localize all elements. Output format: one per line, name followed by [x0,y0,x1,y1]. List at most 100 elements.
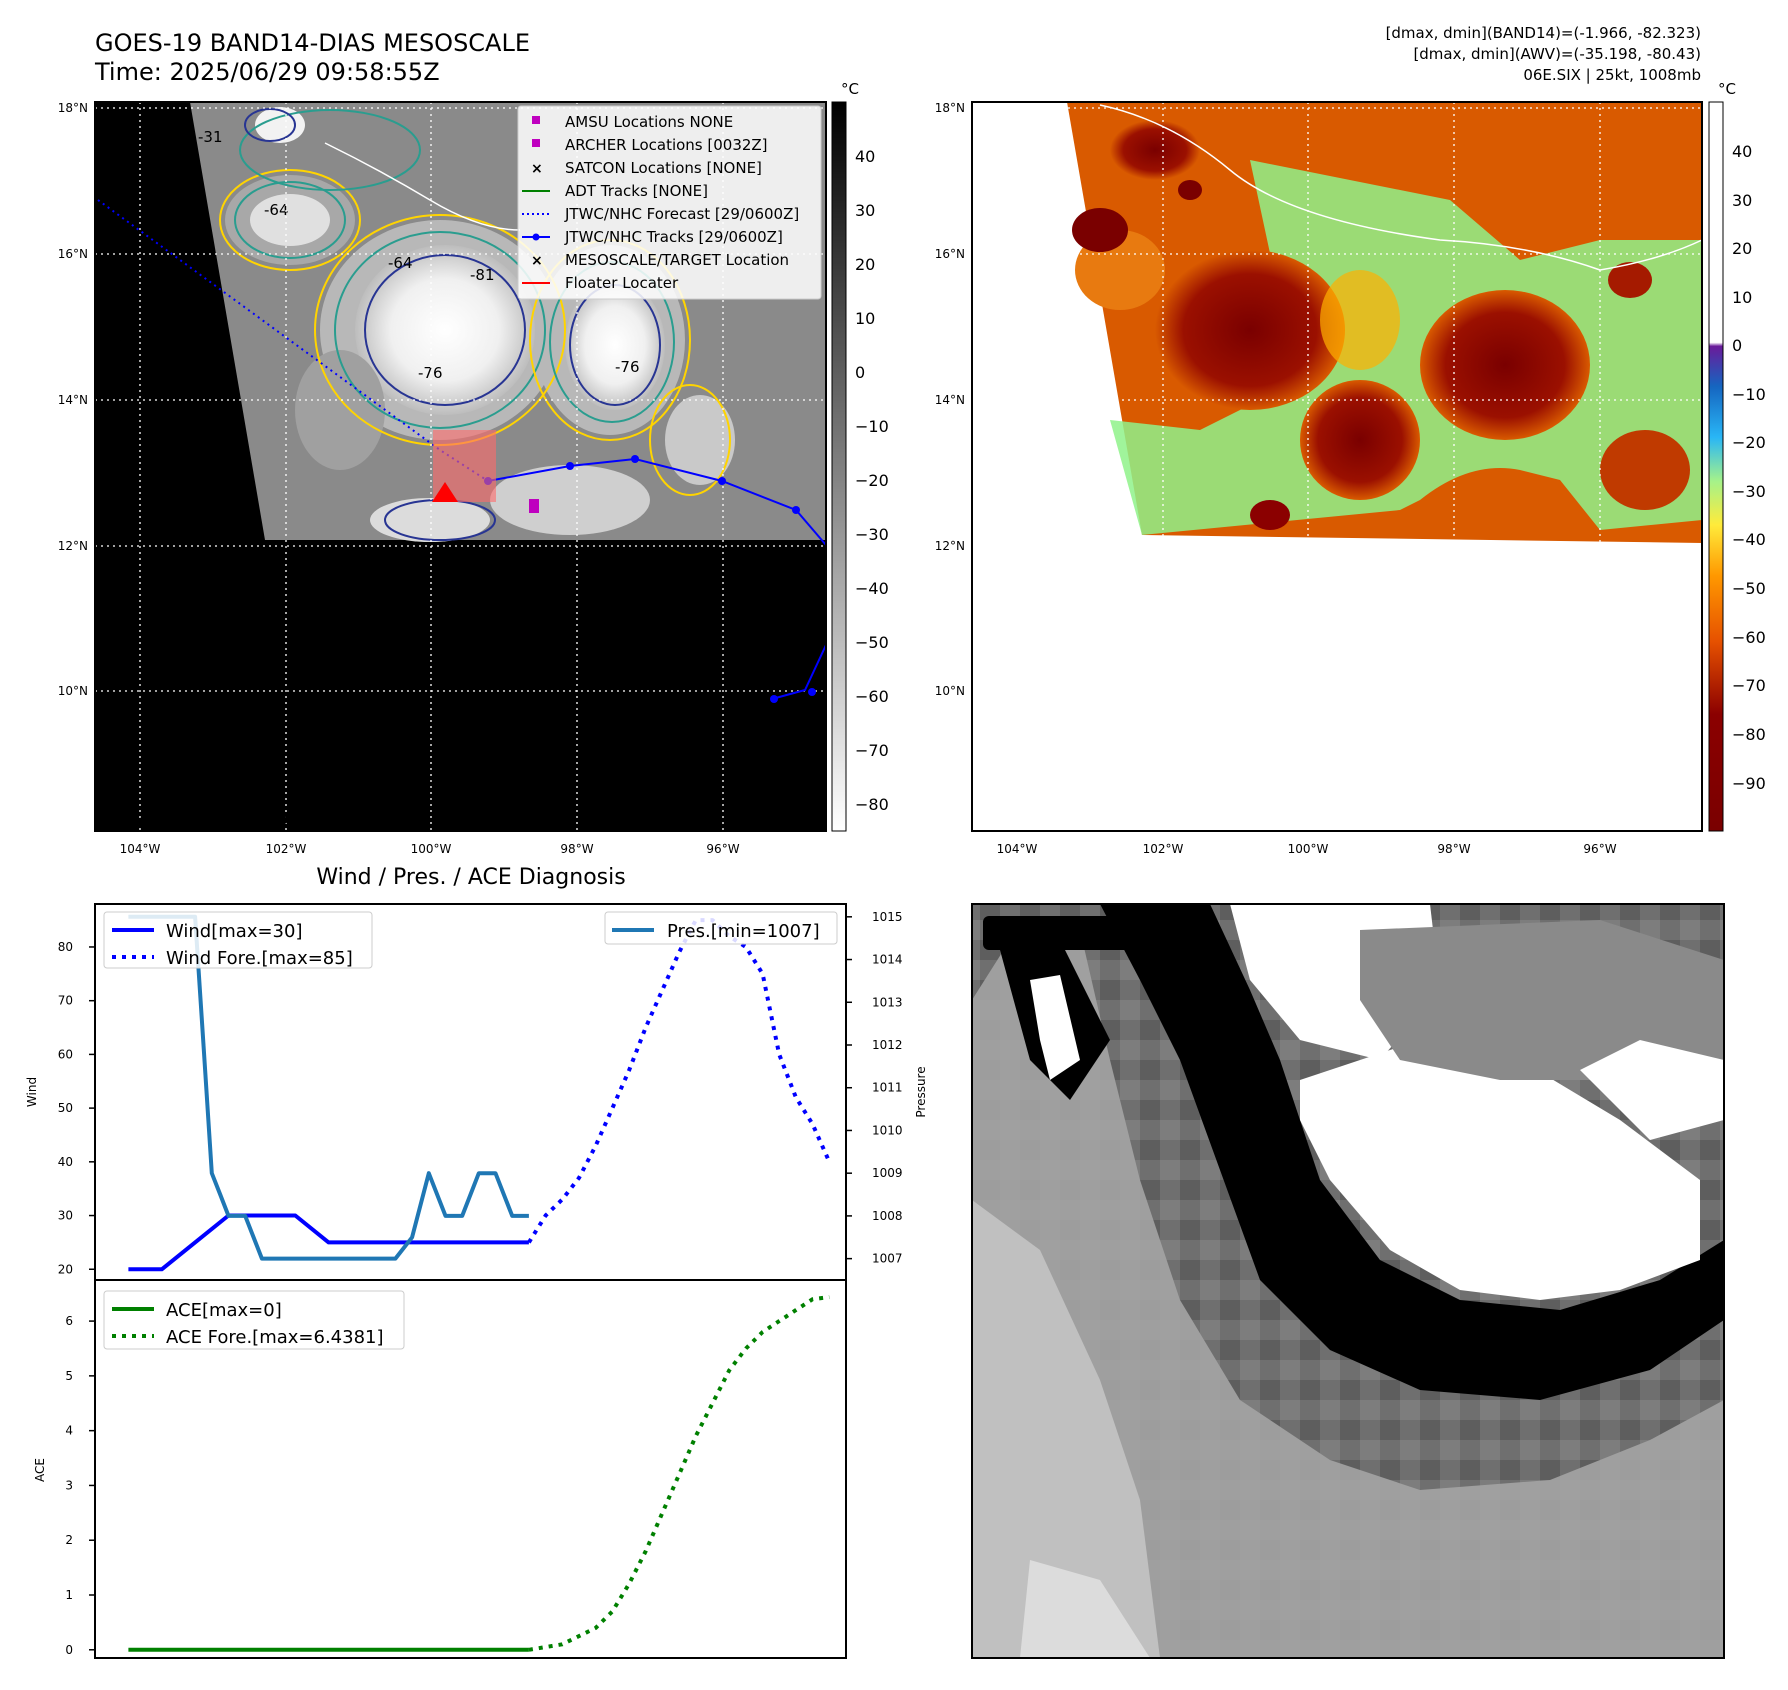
y-tick-label: 1 [65,1588,73,1602]
svg-text:14°N: 14°N [935,393,965,407]
svg-text:104°W: 104°W [120,842,161,856]
chart-title: Wind / Pres. / ACE Diagnosis [316,865,625,890]
svg-text:20: 20 [855,255,875,274]
svg-text:98°W: 98°W [1437,842,1470,856]
map-left-panel: GOES-19 BAND14-DIAS MESOSCALE Time: 2025… [58,29,889,856]
svg-text:102°W: 102°W [1143,842,1184,856]
y-tick-label: 4 [65,1424,73,1438]
svg-text:SATCON Locations [NONE]: SATCON Locations [NONE] [565,159,762,177]
wmg-black-ring [1100,904,1724,1400]
svg-text:−40: −40 [1732,530,1766,549]
map-left-lat-labels: 18°N 16°N 14°N 12°N 10°N [58,101,88,698]
svg-text:Wind[max=30]: Wind[max=30] [166,921,303,942]
svg-text:-76: -76 [418,364,443,382]
wmg-count-label: WMG Count: 0 [990,922,1151,946]
svg-text:18°N: 18°N [58,101,88,115]
svg-text:MESOSCALE/TARGET Location: MESOSCALE/TARGET Location [565,251,789,269]
svg-text:10°N: 10°N [935,684,965,698]
satcon-legend-icon: × [531,161,543,177]
svg-text:−80: −80 [1732,725,1766,744]
jtwc-track-lower [771,644,827,700]
y-tick-label: 40 [58,1155,73,1169]
y-tick-label: 30 [58,1209,73,1223]
svg-text:−90: −90 [1732,774,1766,793]
svg-text:AMSU Locations NONE: AMSU Locations NONE [565,113,733,131]
svg-text:12°N: 12°N [58,539,88,553]
series-line-1 [527,918,832,1244]
y-tick-label: 20 [58,1262,73,1276]
svg-text:96°W: 96°W [706,842,739,856]
archer-location-marker [529,499,539,513]
y-tick-label: 50 [58,1101,73,1115]
svg-text:0: 0 [855,363,865,382]
y2-tick-label: 1011 [872,1081,903,1095]
series-line-0 [128,1213,529,1272]
wmg-count-badge [983,916,1164,950]
pressure-legend: Pres.[min=1007] [604,911,838,945]
wind-axis-label: Wind [25,1077,39,1107]
copyright: Copyright © 2020-2025 Dapiya [100,809,379,828]
map-right-lon-labels: 104°W 102°W 100°W 98°W 96°W [997,842,1617,856]
main-title: GOES-19 BAND14-DIAS MESOSCALE [95,29,530,57]
map-right-grid [972,102,1702,831]
y-tick-label: 60 [58,1047,73,1061]
svg-text:[dmax, dmin](AWV)=(-35.198, -8: [dmax, dmin](AWV)=(-35.198, -80.43) [1413,45,1701,63]
series-line-1 [528,1295,830,1652]
wmg-white-core [1300,1040,1700,1300]
y2-tick-label: 1014 [872,953,903,967]
ace-chart: ACE 0 1 2 3 4 5 6 ACE[max=0] ACE Fore.[max=6.4… [33,1279,847,1659]
contour-labels: -31 -64 -81 -76 -76 -64 [198,128,640,382]
wind-chart-series: 20 30 40 50 60 70 80 1007 1008 1009 1010 1011 1012 10… [58,910,903,1276]
gray-colorbar: °C 40 30 20 10 0 −10 −20 −30 −40 −50 −60… [831,80,889,832]
svg-text:Pres.[min=1007]: Pres.[min=1007] [667,921,820,942]
amsu-legend-icon [532,116,540,124]
target-legend-icon: × [531,253,543,269]
svg-text:102°W: 102°W [266,842,307,856]
svg-text:ACE Fore.[max=6.4381]: ACE Fore.[max=6.4381] [166,1327,384,1348]
y-tick-label: 5 [65,1369,73,1383]
svg-text:12°N: 12°N [935,539,965,553]
svg-text:Floater Locater: Floater Locater [565,274,679,292]
y2-tick-label: 1009 [872,1166,903,1180]
archer-legend-icon [532,139,540,147]
svg-text:40: 40 [1732,142,1752,161]
svg-text:−20: −20 [855,471,889,490]
svg-text:−70: −70 [855,741,889,760]
coastline-left [324,142,521,231]
svg-text:−30: −30 [855,525,889,544]
time-label: Time: 2025/06/29 09:58:55Z [94,58,440,86]
svg-text:14°N: 14°N [58,393,88,407]
svg-text:[dmax, dmin](BAND14)=(-1.966,: [dmax, dmin](BAND14)=(-1.966, -82.323) [1386,24,1701,42]
y-tick-label: 6 [65,1314,73,1328]
svg-text:−30: −30 [1732,482,1766,501]
svg-text:98°W: 98°W [560,842,593,856]
svg-text:10: 10 [855,309,875,328]
y2-tick-label: 1012 [872,1038,903,1052]
svg-text:−50: −50 [855,633,889,652]
svg-text:−40: −40 [855,579,889,598]
svg-text:ADT Tracks [NONE]: ADT Tracks [NONE] [565,182,708,200]
svg-text:100°W: 100°W [411,842,452,856]
jtwc-track-line [487,457,827,546]
svg-text:−80: −80 [855,795,889,814]
svg-text:16°N: 16°N [935,247,965,261]
wmg-frame [971,903,1725,1659]
map-right-panel: [dmax, dmin](BAND14)=(-1.966, -82.323) [… [935,24,1766,856]
y-tick-label: 3 [65,1478,73,1492]
color-colorbar: °C 40 30 20 10 0 −10 −20 −30 −40 −50 −60… [1708,80,1766,832]
pressure-axis-label: Pressure [914,1066,928,1117]
stats-text: [dmax, dmin](BAND14)=(-1.966, -82.323) [… [1386,24,1701,84]
svg-text:-81: -81 [470,266,495,284]
svg-text:-64: -64 [388,254,413,272]
svg-text:30: 30 [855,201,875,220]
ace-axis-label: ACE [33,1458,47,1482]
map-left-lon-labels: 104°W 102°W 100°W 98°W 96°W [120,842,740,856]
color-colorbar-ticks: 40 30 20 10 0 −10 −20 −30 −40 −50 −60 −7… [1732,142,1766,793]
y-tick-label: 0 [65,1643,73,1657]
svg-text:-76: -76 [615,358,640,376]
svg-text:−60: −60 [1732,628,1766,647]
svg-text:−10: −10 [1732,385,1766,404]
svg-text:10°N: 10°N [58,684,88,698]
y2-tick-label: 1010 [872,1123,903,1137]
